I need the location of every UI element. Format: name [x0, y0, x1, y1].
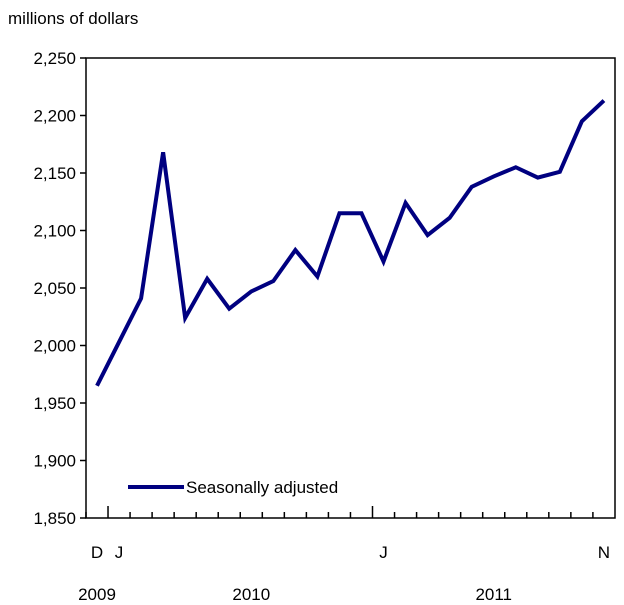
- y-tick-label: 2,050: [33, 279, 76, 298]
- y-tick-label: 2,250: [33, 49, 76, 68]
- x-axis-ticks: [85, 506, 594, 518]
- y-tick-label: 1,900: [33, 452, 76, 471]
- x-tick-label: N: [598, 543, 610, 562]
- y-tick-label: 2,150: [33, 164, 76, 183]
- y-tick-label: 2,200: [33, 107, 76, 126]
- x-tick-label: J: [115, 543, 124, 562]
- y-tick-label: 1,950: [33, 394, 76, 413]
- series-group: [95, 99, 606, 387]
- y-tick-label: 2,000: [33, 337, 76, 356]
- x-tick-label: J: [379, 543, 388, 562]
- y-axis-ticks: 1,850 1,900 1,950 2,000 2,050 2,100 2,150 2,200…: [33, 49, 86, 528]
- y-axis-label: millions of dollars: [8, 9, 138, 28]
- series-line: [95, 99, 606, 387]
- plot-area: [85, 57, 616, 519]
- x-tick-label: D: [91, 543, 103, 562]
- x-axis-year-labels: 2009 2010 2011: [78, 585, 512, 604]
- legend-label: Seasonally adjusted: [186, 478, 338, 497]
- year-label: 2010: [232, 585, 270, 604]
- legend: Seasonally adjusted: [128, 478, 338, 497]
- y-tick-label: 1,850: [33, 509, 76, 528]
- y-tick-label: 2,100: [33, 222, 76, 241]
- year-label: 2011: [475, 585, 512, 604]
- year-label: 2009: [78, 585, 116, 604]
